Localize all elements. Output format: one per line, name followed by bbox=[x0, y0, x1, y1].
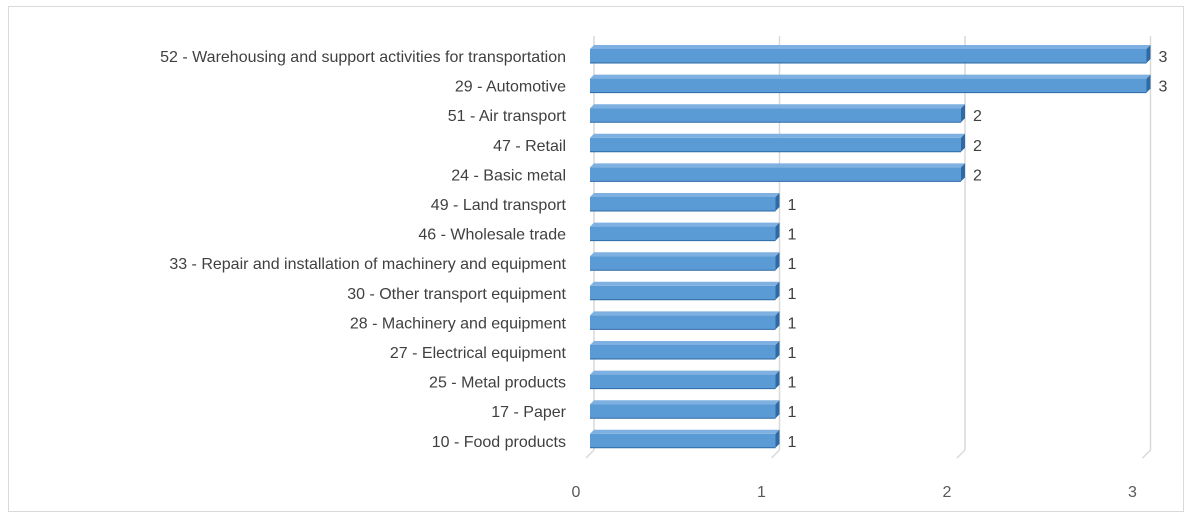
category-label-29-automotive: 29 - Automotive bbox=[455, 79, 566, 96]
bar-33-repair-and-installation-of-machinery-and-equipment bbox=[590, 252, 780, 271]
gridlines bbox=[585, 36, 1152, 459]
data-label-52-warehousing-and-support-activities-for-transportation: 3 bbox=[1159, 49, 1168, 66]
value-labels: 3 3 2 2 2 1 1 1 1 1 1 1 1 1 bbox=[788, 49, 1168, 451]
data-label-10-food-products: 1 bbox=[788, 434, 797, 451]
bar-52-warehousing-and-support-activities-for-transportation bbox=[590, 45, 1151, 64]
category-label-28-machinery-and-equipment: 28 - Machinery and equipment bbox=[350, 315, 567, 332]
data-label-24-basic-metal: 2 bbox=[973, 167, 982, 184]
data-label-47-retail: 2 bbox=[973, 138, 982, 155]
x-tick-label-1: 1 bbox=[757, 484, 766, 501]
bar-25-metal-products bbox=[590, 370, 780, 390]
data-label-51-air-transport: 2 bbox=[973, 108, 982, 125]
data-label-33-repair-and-installation-of-machinery-and-equipment: 1 bbox=[788, 256, 797, 273]
category-label-52-warehousing-and-support-activities-for-transportation: 52 - Warehousing and support activities … bbox=[160, 49, 566, 66]
gridline-3 bbox=[1141, 36, 1152, 459]
data-label-29-automotive: 3 bbox=[1159, 79, 1168, 96]
category-label-27-electrical-equipment: 27 - Electrical equipment bbox=[390, 345, 567, 362]
category-label-25-metal-products: 25 - Metal products bbox=[429, 375, 566, 392]
category-label-30-other-transport-equipment: 30 - Other transport equipment bbox=[347, 286, 566, 303]
bar-27-electrical-equipment bbox=[590, 341, 780, 360]
category-label-49-land-transport: 49 - Land transport bbox=[431, 197, 567, 214]
bar-49-land-transport bbox=[590, 193, 780, 212]
x-tick-label-0: 0 bbox=[572, 484, 581, 501]
category-label-17-paper: 17 - Paper bbox=[491, 404, 566, 421]
bar-17-paper bbox=[590, 400, 780, 419]
data-label-28-machinery-and-equipment: 1 bbox=[788, 315, 797, 332]
data-label-17-paper: 1 bbox=[788, 404, 797, 421]
bar-29-automotive bbox=[590, 74, 1151, 94]
data-label-27-electrical-equipment: 1 bbox=[788, 345, 797, 362]
data-label-25-metal-products: 1 bbox=[788, 375, 797, 392]
bars bbox=[590, 45, 1151, 449]
category-label-10-food-products: 10 - Food products bbox=[432, 434, 566, 451]
category-labels: 52 - Warehousing and support activities … bbox=[160, 49, 567, 451]
data-label-46-wholesale-trade: 1 bbox=[788, 227, 797, 244]
bar-10-food-products bbox=[590, 429, 780, 449]
bar-28-machinery-and-equipment bbox=[590, 311, 780, 330]
category-label-51-air-transport: 51 - Air transport bbox=[448, 108, 567, 125]
bar-24-basic-metal bbox=[590, 163, 965, 182]
bar-47-retail bbox=[590, 133, 965, 153]
gridline-0 bbox=[585, 36, 595, 459]
category-label-46-wholesale-trade: 46 - Wholesale trade bbox=[418, 227, 566, 244]
x-axis-tick-labels: 0 1 2 3 bbox=[572, 484, 1138, 501]
category-label-24-basic-metal: 24 - Basic metal bbox=[451, 167, 566, 184]
gridline-1 bbox=[770, 36, 781, 459]
data-label-49-land-transport: 1 bbox=[788, 197, 797, 214]
data-label-30-other-transport-equipment: 1 bbox=[788, 286, 797, 303]
category-label-33-repair-and-installation-of-machinery-and-equipment: 33 - Repair and installation of machiner… bbox=[169, 256, 566, 273]
bar-30-other-transport-equipment bbox=[590, 281, 780, 301]
x-tick-label-2: 2 bbox=[943, 484, 952, 501]
x-tick-label-3: 3 bbox=[1128, 484, 1137, 501]
bar-46-wholesale-trade bbox=[590, 222, 780, 242]
bar-51-air-transport bbox=[590, 104, 965, 123]
gridline-2 bbox=[956, 36, 966, 459]
category-label-47-retail: 47 - Retail bbox=[493, 138, 566, 155]
